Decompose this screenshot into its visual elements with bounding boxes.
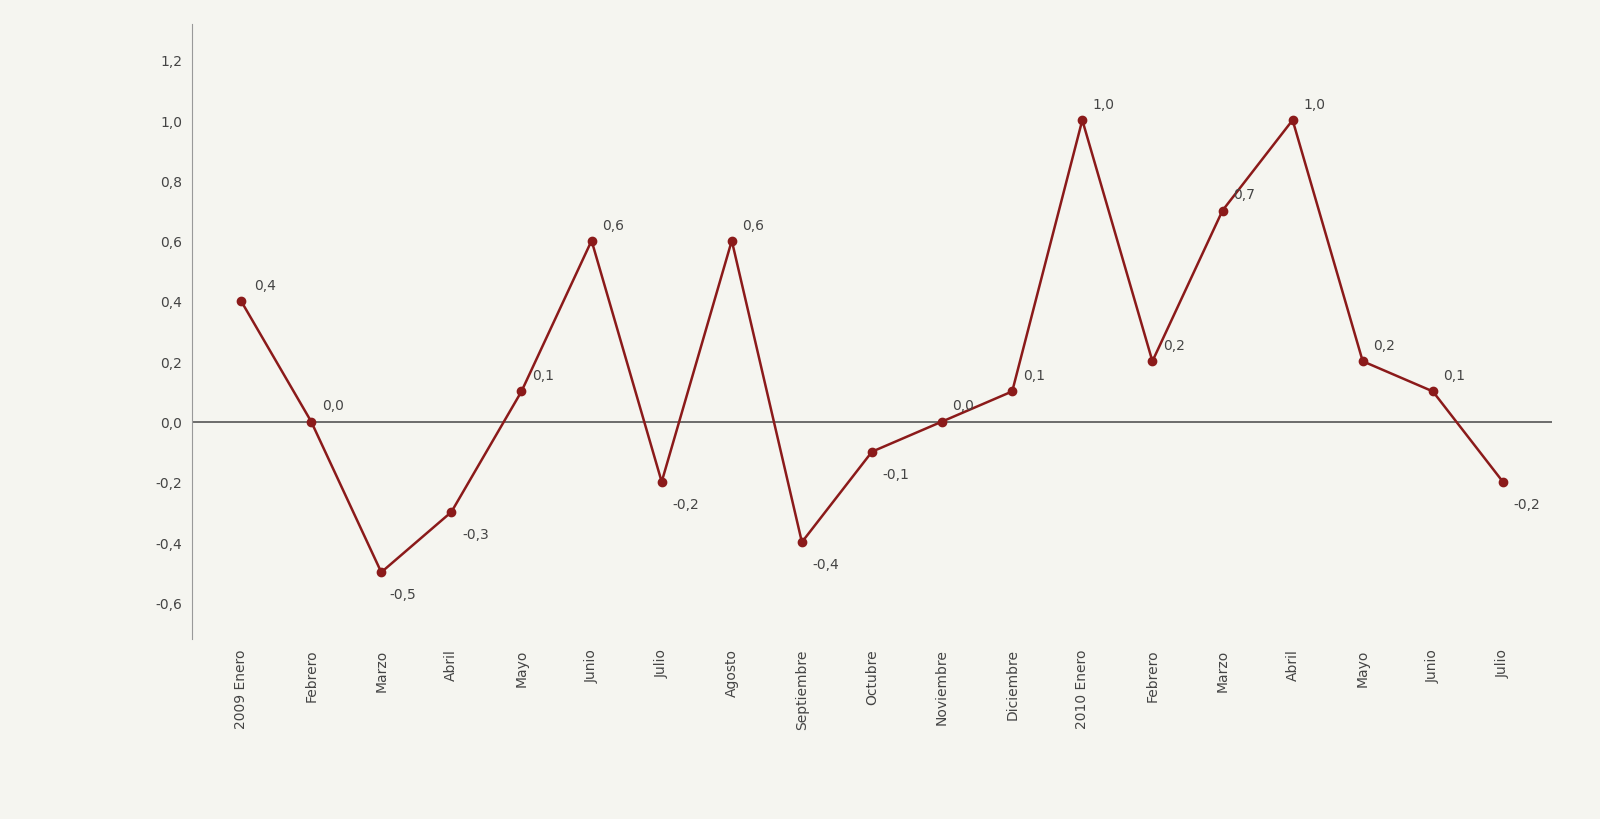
Text: 0,7: 0,7 xyxy=(1234,188,1254,202)
Text: 1,0: 1,0 xyxy=(1093,98,1115,112)
Text: 0,1: 0,1 xyxy=(1443,369,1466,383)
Text: -0,5: -0,5 xyxy=(390,588,416,602)
Text: -0,1: -0,1 xyxy=(883,467,909,482)
Text: 0,2: 0,2 xyxy=(1373,339,1395,353)
Text: -0,2: -0,2 xyxy=(1514,497,1541,511)
Text: -0,3: -0,3 xyxy=(462,527,488,541)
Text: 1,0: 1,0 xyxy=(1302,98,1325,112)
Text: 0,6: 0,6 xyxy=(602,219,624,233)
Text: 0,2: 0,2 xyxy=(1163,339,1186,353)
Text: 0,6: 0,6 xyxy=(742,219,765,233)
Text: 0,0: 0,0 xyxy=(322,399,344,413)
Text: 0,4: 0,4 xyxy=(254,278,275,292)
Text: -0,2: -0,2 xyxy=(672,497,699,511)
Text: 0,1: 0,1 xyxy=(531,369,554,383)
Text: 0,1: 0,1 xyxy=(1022,369,1045,383)
Text: -0,4: -0,4 xyxy=(813,558,838,572)
Text: 0,0: 0,0 xyxy=(952,399,974,413)
